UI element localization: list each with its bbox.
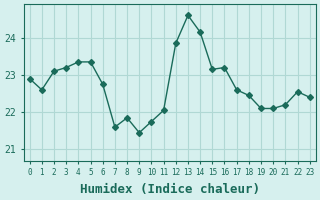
X-axis label: Humidex (Indice chaleur): Humidex (Indice chaleur) <box>80 183 260 196</box>
